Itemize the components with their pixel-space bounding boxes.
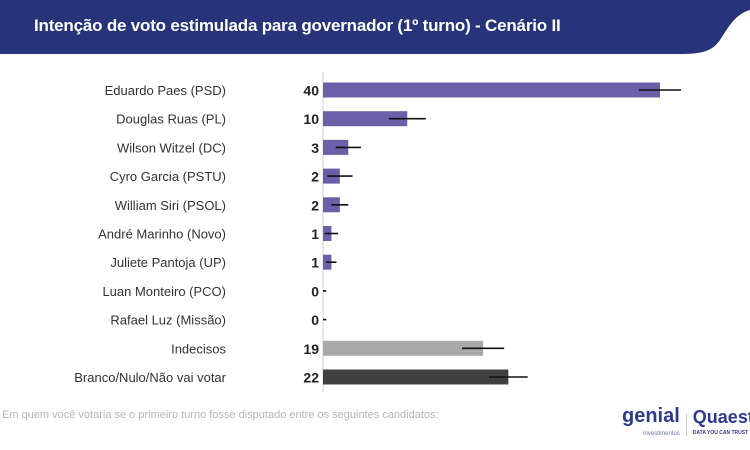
category-label: William Siri (PSOL)	[115, 198, 226, 213]
category-label: Rafael Luz (Missão)	[110, 313, 226, 328]
category-label: Douglas Ruas (PL)	[116, 112, 226, 127]
divider	[685, 414, 687, 436]
logos: genial investimentos Quaest DATA YOU CAN T…	[622, 405, 750, 443]
value-label: 2	[311, 169, 319, 185]
category-label: Wilson Witzel (DC)	[117, 140, 226, 155]
category-label: Cyro Garcia (PSTU)	[110, 169, 226, 184]
category-label: Indecisos	[171, 341, 226, 356]
category-label: André Marinho (Novo)	[98, 227, 226, 242]
value-label: 0	[311, 312, 319, 328]
bar	[323, 82, 660, 98]
category-label: Juliete Pantoja (UP)	[110, 255, 226, 270]
bar	[323, 369, 509, 385]
value-label: 3	[311, 140, 319, 156]
bar	[323, 340, 484, 356]
category-label: Luan Monteiro (PCO)	[102, 284, 226, 299]
chart-title: Intenção de voto estimulada para governa…	[34, 16, 561, 35]
value-label: 22	[303, 370, 319, 386]
footnote: Em quem você votaria se o primeiro turno…	[2, 409, 439, 421]
value-label: 19	[303, 341, 319, 357]
category-label: Eduardo Paes (PSD)	[105, 83, 226, 98]
genial-logo: genial investimentos	[622, 405, 680, 437]
bar	[323, 111, 408, 127]
value-label: 40	[303, 83, 319, 99]
header-banner	[0, 0, 750, 54]
value-label: 10	[303, 111, 319, 127]
category-label: Branco/Nulo/Não vai votar	[74, 370, 226, 385]
value-label: 1	[311, 226, 319, 242]
quaest-logo: Quaest DATA YOU CAN TRUST	[692, 407, 750, 436]
value-label: 2	[311, 197, 319, 213]
value-label: 1	[311, 255, 319, 271]
value-label: 0	[311, 283, 319, 299]
